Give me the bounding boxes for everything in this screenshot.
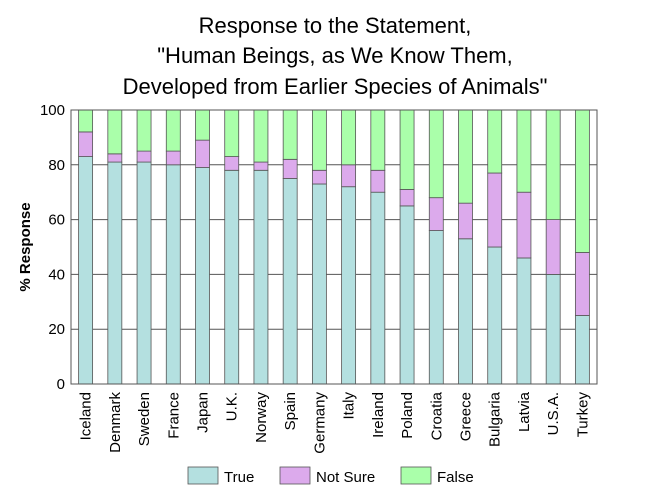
bar-segment: [107, 161, 123, 385]
bar-segment: [311, 109, 327, 171]
x-tick-label: Norway: [253, 392, 270, 443]
bar-segment: [311, 169, 327, 185]
y-tick-label: 40: [48, 266, 65, 283]
bar-segment: [370, 169, 386, 193]
bar-segment: [195, 109, 210, 141]
y-tick-label: 80: [48, 157, 65, 174]
bar-segment: [253, 169, 269, 385]
legend-label: Not Sure: [316, 469, 375, 486]
x-tick-label: Spain: [282, 392, 299, 430]
x-tick-label: Iceland: [78, 392, 95, 440]
bar-segment: [341, 186, 357, 385]
bar-segment: [458, 202, 473, 240]
x-tick-label: Latvia: [516, 391, 533, 432]
y-tick-label: 20: [48, 321, 65, 338]
chart-title: "Human Beings, as We Know Them,: [157, 43, 513, 68]
bar-segment: [136, 109, 152, 152]
bar-segment: [428, 230, 444, 385]
x-tick-label: Bulgaria: [487, 391, 504, 447]
bar-segment: [516, 257, 532, 385]
x-tick-label: Germany: [311, 392, 328, 454]
bar-segment: [253, 109, 269, 163]
bar-segment: [487, 246, 503, 385]
bar-segment: [107, 153, 123, 163]
bar-segment: [282, 109, 298, 160]
bar-segment: [165, 109, 181, 152]
bar-segment: [136, 161, 152, 385]
y-axis-label: % Response: [17, 202, 34, 291]
bar-segment: [487, 109, 503, 174]
bar-segment: [574, 315, 590, 385]
bar-segment: [428, 197, 444, 231]
bar-segment: [224, 169, 240, 385]
legend-label: True: [224, 469, 254, 486]
bar-segment: [516, 109, 532, 193]
bar-segment: [399, 189, 415, 207]
bar-segment: [78, 131, 94, 157]
bar-segment: [516, 191, 532, 259]
bar-segment: [224, 156, 240, 171]
bar-segment: [78, 109, 94, 133]
bar-segment: [107, 109, 123, 155]
x-tick-label: Denmark: [107, 392, 124, 453]
bar-segment: [545, 273, 561, 385]
bar-segment: [399, 109, 415, 190]
x-tick-label: U.K.: [224, 392, 241, 421]
x-tick-label: Croatia: [428, 391, 445, 440]
x-tick-label: U.S.A.: [545, 392, 562, 435]
bar-segment: [341, 164, 357, 188]
bar-segment: [545, 219, 561, 275]
bar-segment: [487, 172, 503, 248]
x-tick-label: Japan: [195, 392, 212, 433]
bar-segment: [458, 238, 473, 385]
x-tick-label: Poland: [399, 392, 416, 439]
x-tick-label: Italy: [341, 392, 358, 420]
bar-segment: [574, 109, 590, 253]
legend-label: False: [437, 469, 474, 486]
bar-segment: [370, 191, 386, 385]
legend-swatch: [279, 466, 311, 485]
x-tick-label: Ireland: [370, 392, 387, 438]
bar-segment: [165, 150, 181, 166]
bar-segment: [458, 109, 473, 204]
bar-segment: [253, 161, 269, 171]
bar-segment: [195, 139, 210, 168]
x-tick-label: Greece: [458, 392, 475, 441]
bar-segment: [428, 109, 444, 199]
plot-frame: [70, 109, 598, 385]
bar-segment: [545, 109, 561, 220]
bar-segment: [574, 252, 590, 316]
x-tick-label: Turkey: [574, 392, 591, 438]
bar-segment: [311, 183, 327, 385]
bar-segment: [224, 109, 240, 157]
bar-segment: [78, 156, 94, 385]
y-tick-label: 0: [57, 376, 65, 393]
plot-area: [71, 110, 597, 384]
bar-segment: [399, 205, 415, 385]
bar-segment: [282, 178, 298, 385]
chart-title: Response to the Statement,: [199, 13, 472, 38]
bar-segment: [341, 109, 357, 166]
x-tick-label: France: [165, 392, 182, 439]
x-tick-label: Sweden: [136, 392, 153, 446]
y-tick-label: 60: [48, 212, 65, 229]
legend-swatch: [400, 466, 432, 485]
y-tick-label: 100: [40, 102, 65, 119]
chart-title: Developed from Earlier Species of Animal…: [123, 74, 548, 99]
bar-segment: [165, 164, 181, 385]
legend-swatch: [187, 466, 219, 485]
bar-segment: [282, 158, 298, 179]
bar-segment: [136, 150, 152, 163]
bar-segment: [370, 109, 386, 171]
bar-segment: [195, 167, 210, 385]
